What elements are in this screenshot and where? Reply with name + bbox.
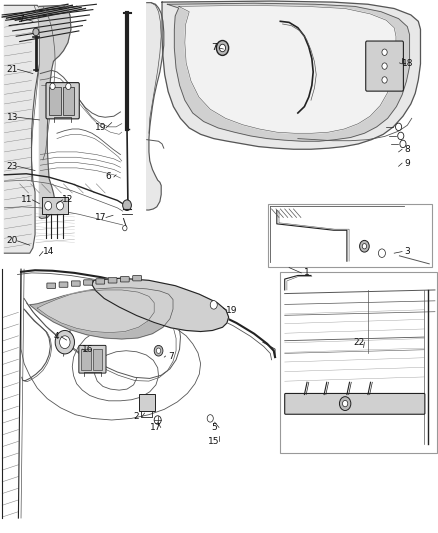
Text: 6: 6 <box>106 173 112 181</box>
Bar <box>63 87 74 115</box>
Circle shape <box>55 330 74 354</box>
Polygon shape <box>4 5 42 253</box>
Circle shape <box>219 44 226 52</box>
Circle shape <box>123 225 127 231</box>
FancyBboxPatch shape <box>108 278 117 283</box>
Text: 17: 17 <box>150 423 161 432</box>
Circle shape <box>207 415 213 422</box>
FancyBboxPatch shape <box>46 83 79 119</box>
Circle shape <box>362 244 367 249</box>
Circle shape <box>154 416 161 424</box>
Polygon shape <box>162 1 420 149</box>
Circle shape <box>360 240 369 252</box>
FancyBboxPatch shape <box>59 282 68 287</box>
Text: 12: 12 <box>62 196 74 204</box>
Circle shape <box>216 41 229 55</box>
Polygon shape <box>37 290 154 333</box>
Polygon shape <box>167 3 410 141</box>
Text: 13: 13 <box>7 113 18 122</box>
Text: 21: 21 <box>7 65 18 74</box>
Circle shape <box>156 348 161 353</box>
Circle shape <box>396 123 402 131</box>
Circle shape <box>343 400 348 407</box>
Text: 7: 7 <box>168 352 174 360</box>
Text: 23: 23 <box>7 162 18 171</box>
FancyBboxPatch shape <box>280 272 437 453</box>
Polygon shape <box>39 5 71 219</box>
Circle shape <box>210 301 217 309</box>
FancyBboxPatch shape <box>120 277 129 282</box>
Text: 16: 16 <box>82 345 93 353</box>
Text: 7: 7 <box>211 44 217 52</box>
Text: 7: 7 <box>18 15 24 23</box>
Bar <box>81 349 91 370</box>
Text: 18: 18 <box>402 60 413 68</box>
Circle shape <box>57 201 64 210</box>
Text: 19: 19 <box>95 124 106 132</box>
Text: 9: 9 <box>404 159 410 167</box>
Circle shape <box>66 83 71 90</box>
Text: 15: 15 <box>208 437 219 446</box>
FancyBboxPatch shape <box>96 279 105 284</box>
Circle shape <box>382 77 387 83</box>
FancyBboxPatch shape <box>71 281 80 286</box>
FancyBboxPatch shape <box>268 204 432 266</box>
Bar <box>42 197 68 214</box>
Circle shape <box>339 397 351 410</box>
Circle shape <box>400 140 406 148</box>
Circle shape <box>382 49 387 55</box>
FancyBboxPatch shape <box>84 280 92 285</box>
Text: 19: 19 <box>226 306 238 314</box>
Circle shape <box>123 200 131 211</box>
FancyBboxPatch shape <box>133 276 141 281</box>
Circle shape <box>398 132 404 140</box>
Bar <box>49 87 61 115</box>
Polygon shape <box>147 3 164 210</box>
FancyBboxPatch shape <box>47 283 56 288</box>
Circle shape <box>154 345 163 356</box>
Bar <box>139 394 155 411</box>
FancyBboxPatch shape <box>366 41 403 91</box>
Text: 8: 8 <box>404 145 410 154</box>
Text: 22: 22 <box>353 338 365 346</box>
FancyBboxPatch shape <box>285 393 425 414</box>
Text: 5: 5 <box>211 423 217 432</box>
Text: 11: 11 <box>21 196 33 204</box>
Text: 3: 3 <box>404 247 410 256</box>
Text: 17: 17 <box>95 213 106 222</box>
Text: 20: 20 <box>7 237 18 245</box>
Circle shape <box>378 249 385 257</box>
Circle shape <box>50 83 55 90</box>
Text: 4: 4 <box>53 333 59 341</box>
Circle shape <box>33 28 39 36</box>
Polygon shape <box>30 288 173 339</box>
Bar <box>93 349 102 370</box>
Circle shape <box>45 201 52 210</box>
FancyBboxPatch shape <box>79 345 106 373</box>
Text: 14: 14 <box>42 247 54 256</box>
Polygon shape <box>179 5 396 133</box>
Circle shape <box>382 63 387 69</box>
Polygon shape <box>92 278 229 332</box>
Circle shape <box>60 336 70 349</box>
Text: 2: 2 <box>134 413 139 421</box>
Text: 1: 1 <box>304 269 310 277</box>
